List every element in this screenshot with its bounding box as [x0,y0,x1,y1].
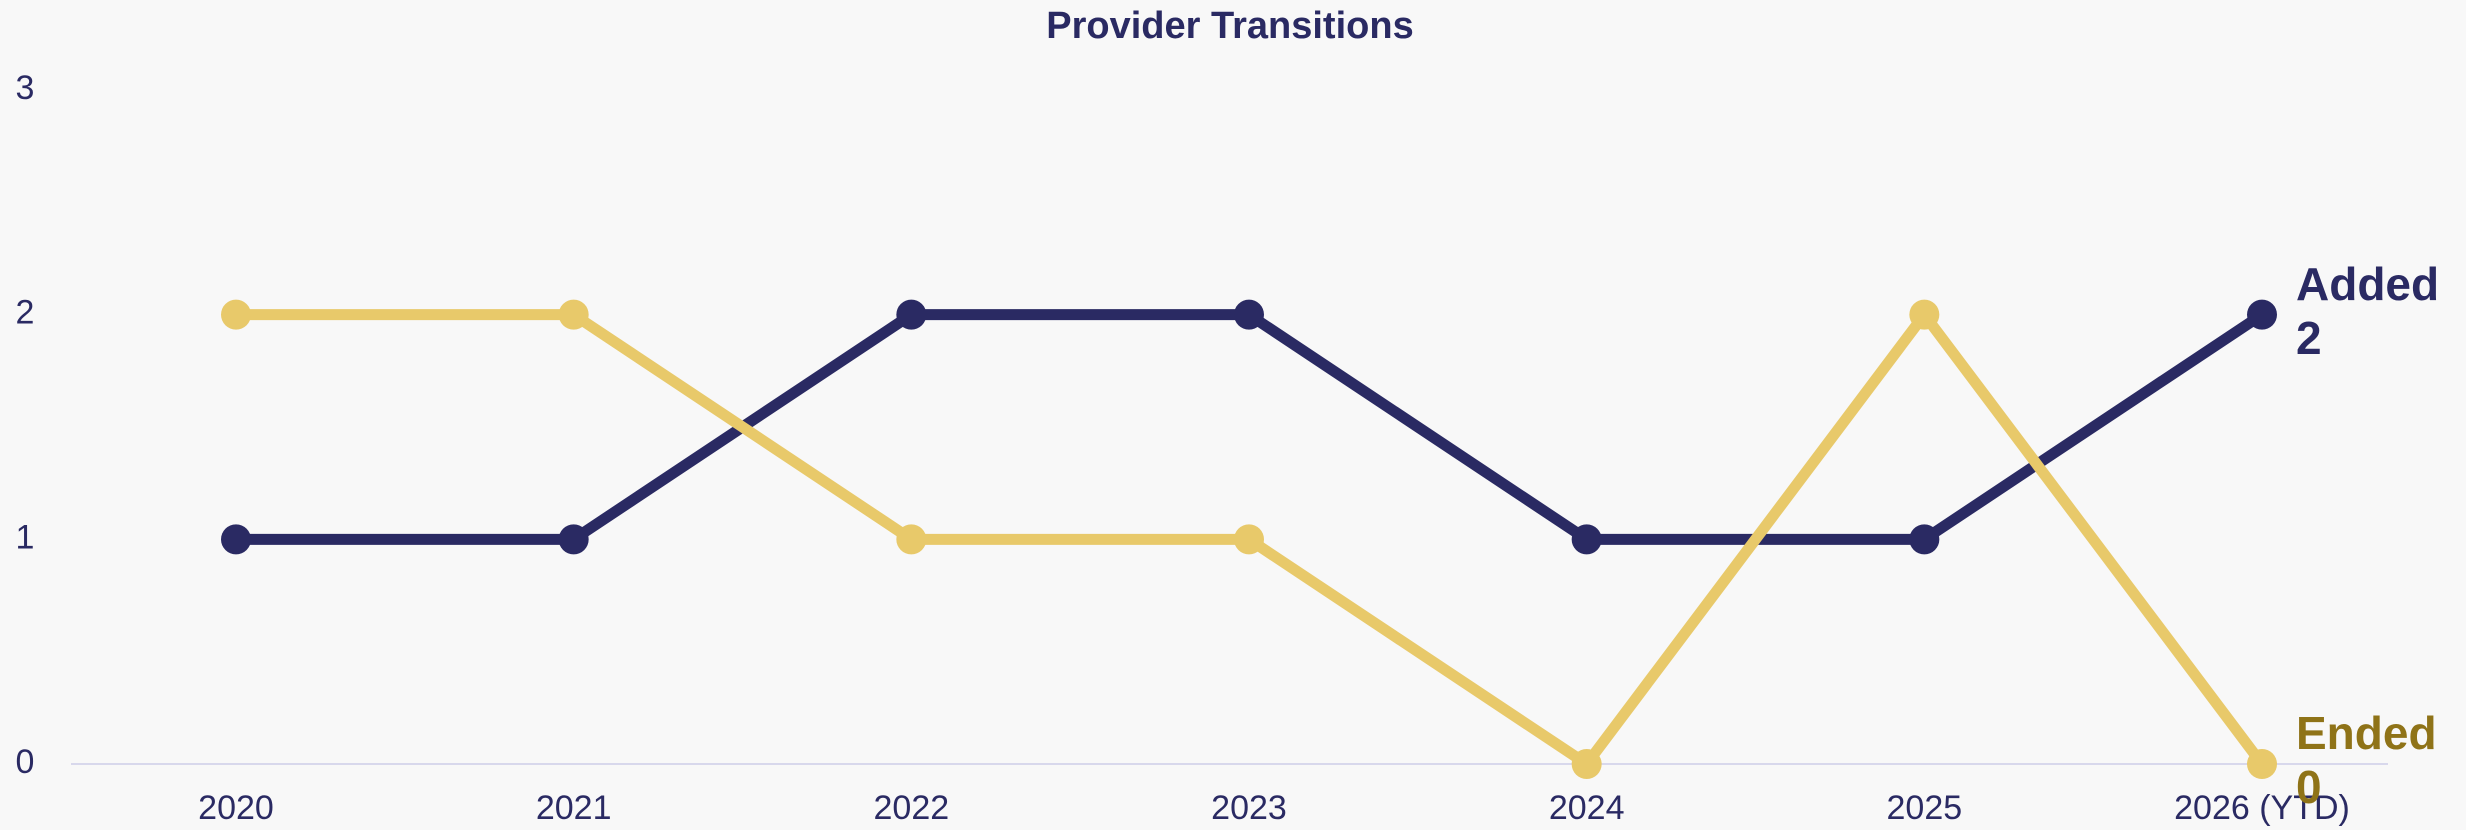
point [221,299,251,330]
x-tick-label: 2022 [874,789,950,827]
series-label: Ended [2296,707,2437,759]
point [1234,299,1264,330]
x-tick-label: 2020 [198,789,274,827]
chart-title: Provider Transitions [1046,5,1413,47]
y-tick-label: 0 [16,743,35,781]
end-value-label: 2 [2296,312,2322,364]
x-tick-label: 2023 [1211,789,1287,827]
point [1909,524,1940,555]
point [558,524,589,555]
point [1571,524,1602,555]
y-tick-label: 1 [16,518,35,556]
point [896,524,927,555]
y-tick-label: 3 [16,69,35,107]
point [1234,524,1264,555]
point [2247,299,2277,330]
point [1909,299,1940,330]
point [896,299,927,330]
point [2247,749,2277,779]
y-tick-label: 2 [16,294,35,332]
point [1571,749,1602,779]
x-tick-label: 2026 (YTD) [2174,789,2350,827]
x-tick-label: 2021 [536,789,612,827]
x-tick-label: 2025 [1887,789,1963,827]
series-label: Added [2296,258,2439,310]
x-tick-label: 2024 [1549,789,1625,827]
point [221,524,251,555]
point [558,299,589,330]
end-value-label: 0 [2296,761,2322,813]
